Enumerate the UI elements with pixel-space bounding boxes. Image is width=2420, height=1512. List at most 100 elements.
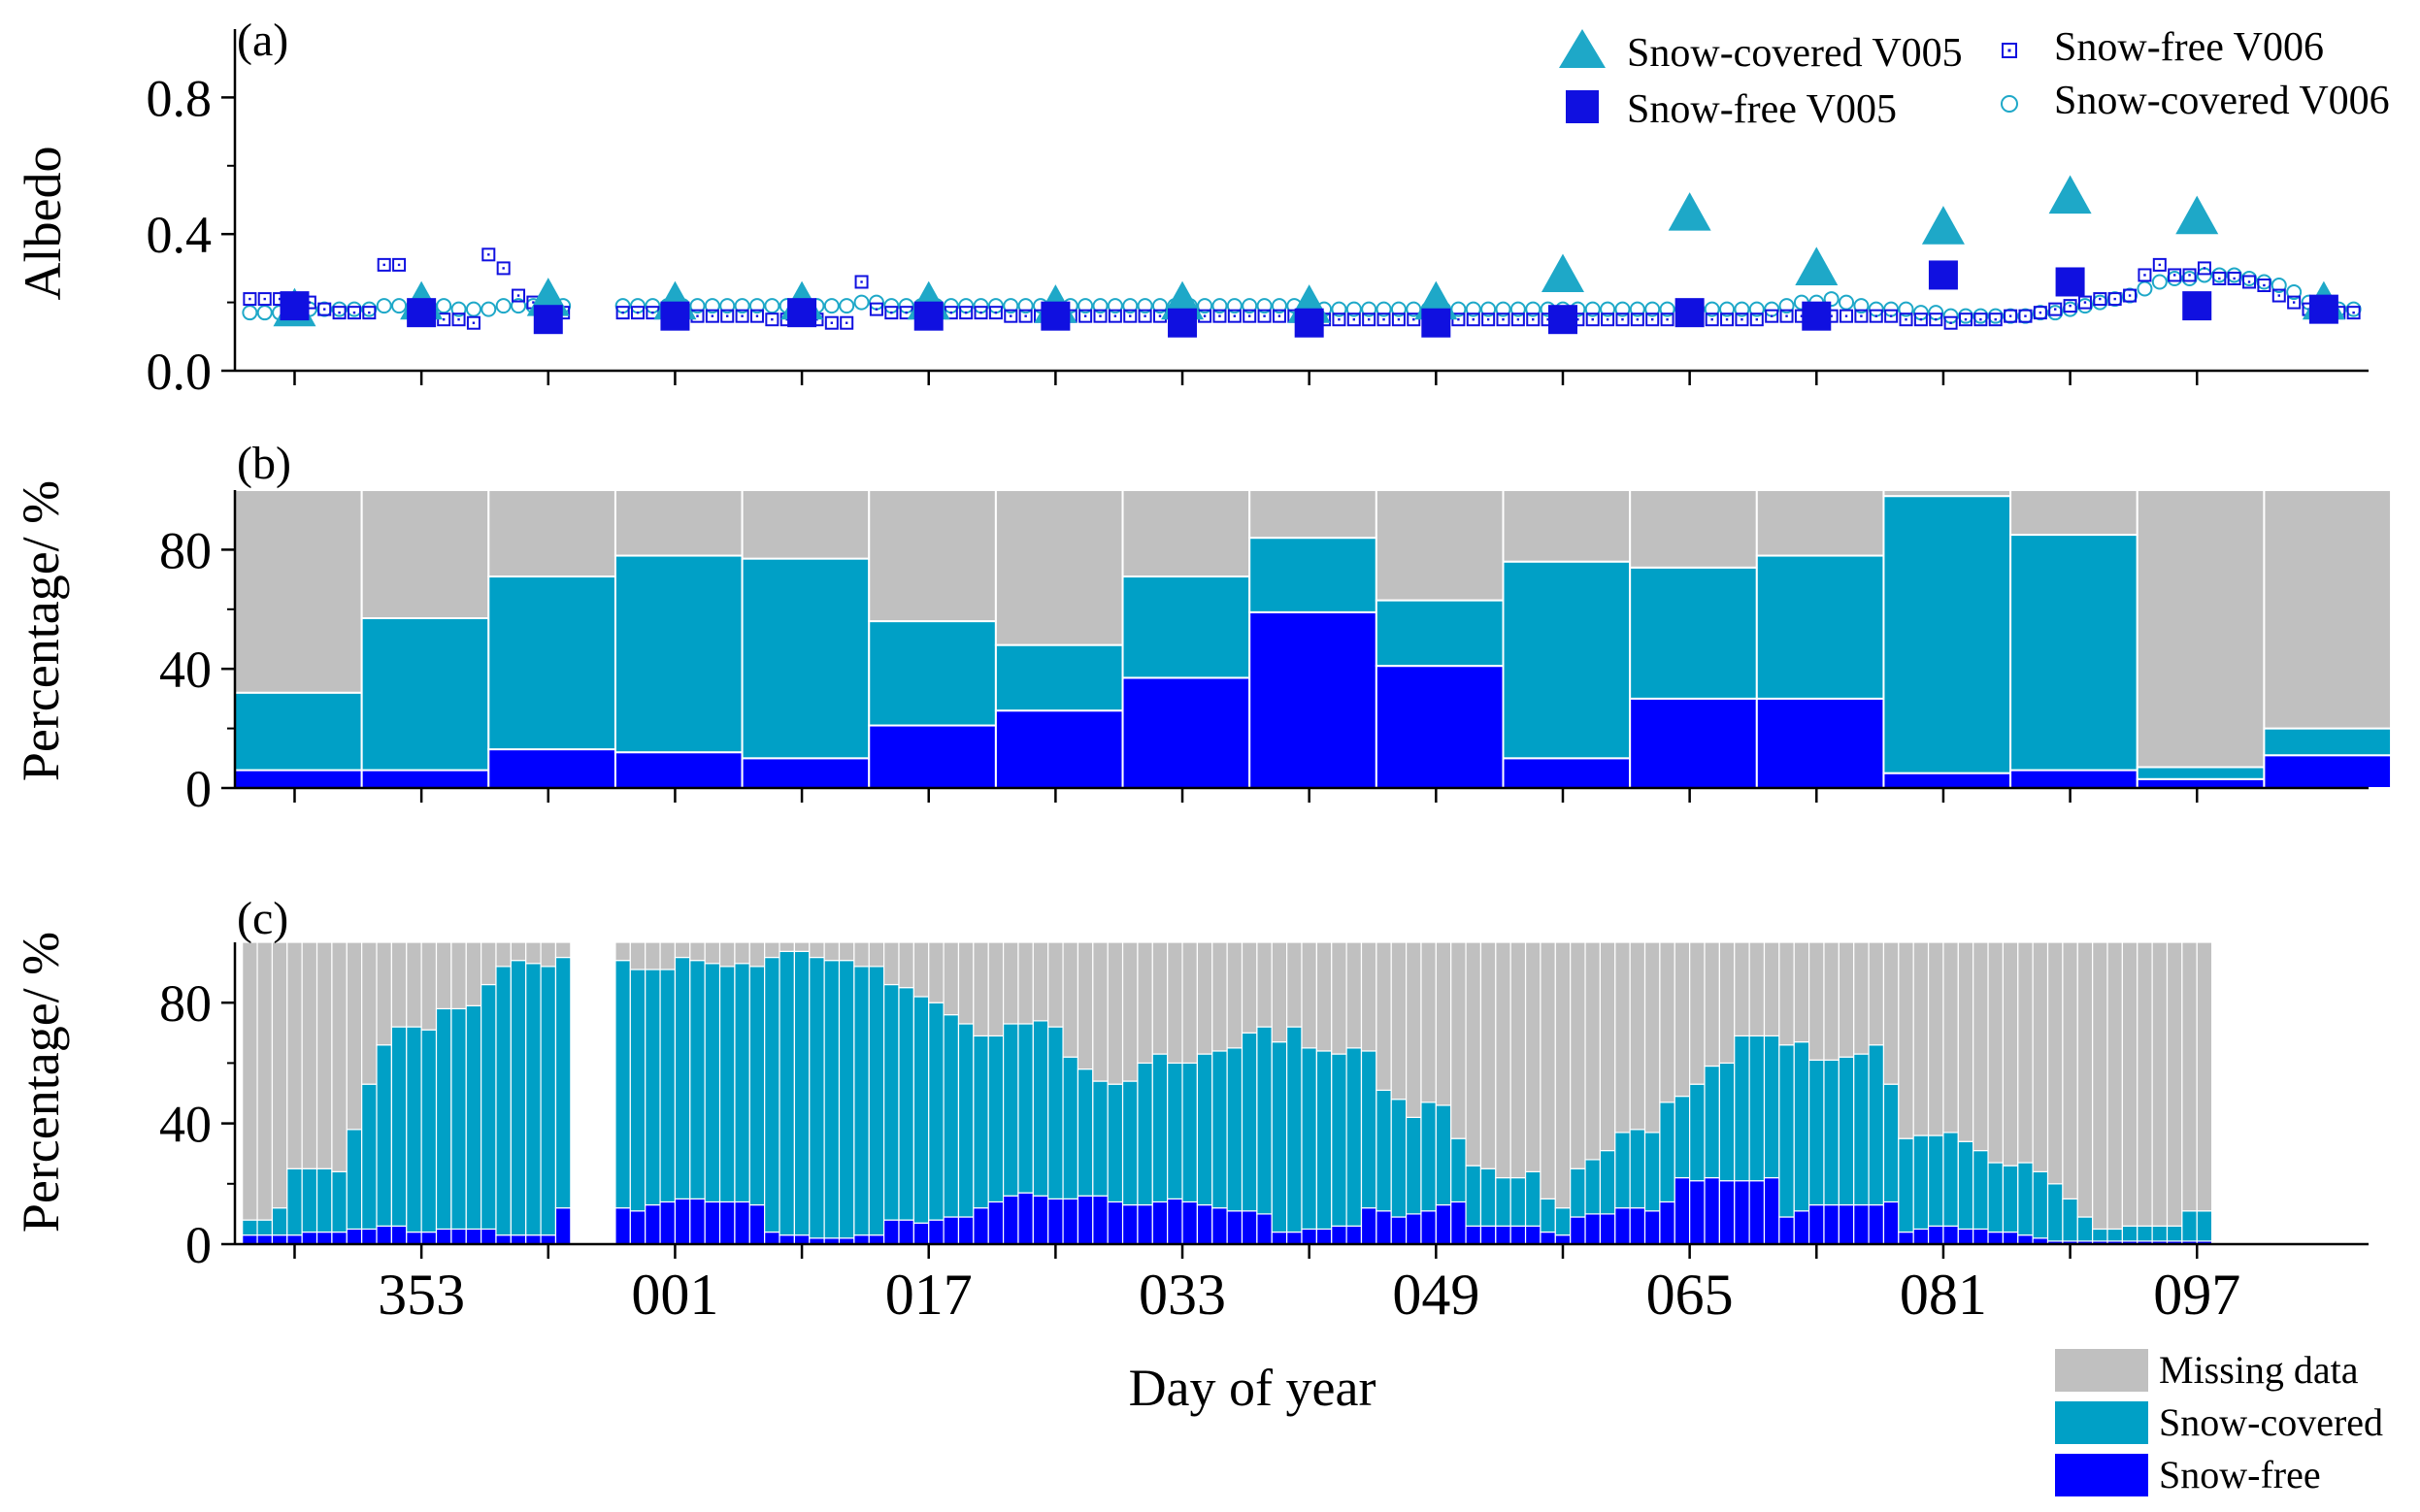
snow-free-v006-point-dot [323, 308, 326, 311]
snow-free-v006-point [749, 309, 764, 323]
bar-daily-snow-covered [242, 1219, 258, 1236]
snow-free-v006-point-dot [1710, 318, 1713, 321]
bar-daily-snow-covered [510, 960, 527, 1236]
bar-daily-missing-data [1211, 941, 1228, 1052]
bar-daily-missing-data [1972, 941, 1989, 1152]
bar-daily-missing-data [1017, 941, 1034, 1025]
bar-daily-missing-data [1256, 941, 1273, 1028]
bar-16day-snow-covered [1629, 566, 1758, 700]
bar-daily-missing-data [2092, 941, 2108, 1231]
bar-daily-missing-data [1689, 941, 1706, 1085]
snow-free-v006-point [1779, 309, 1794, 323]
snow-covered-v006-point [1719, 301, 1736, 317]
bar-daily-missing-data [390, 941, 408, 1028]
legend-label: Snow-free V005 [1627, 87, 1897, 132]
snow-covered-v006-point [1584, 301, 1601, 317]
snow-free-v006-point-outline [2063, 299, 2077, 313]
snow-free-v006-point-outline [2287, 295, 2302, 310]
bar-daily-missing-data [779, 941, 795, 952]
snow-free-v006-point [869, 302, 883, 316]
bar-daily-snow-free [361, 1228, 378, 1245]
snow-free-v006-point-dot [1248, 314, 1251, 317]
snow-free-v006-point-dot [1382, 318, 1385, 321]
bar-daily-snow-covered [361, 1083, 378, 1231]
bar-daily-snow-free [1196, 1203, 1213, 1245]
bar-16day-missing-data [487, 489, 616, 578]
snow-free-v006-point [2018, 309, 2033, 323]
bar-16day-snow-covered [2009, 534, 2138, 772]
bar-daily-snow-covered [1032, 1020, 1049, 1197]
bar-daily-missing-data [1942, 941, 1959, 1134]
bar-daily-snow-covered [1241, 1032, 1258, 1212]
snow-free-v006-point-outline [496, 261, 511, 276]
snow-covered-v006-point [1839, 294, 1855, 311]
snow-free-v006-point [347, 306, 361, 320]
bar-daily-missing-data [1151, 941, 1169, 1055]
bar-daily-snow-free [1748, 1180, 1766, 1245]
snow-free-v006-point-outline [1243, 309, 1257, 323]
albedo-y-tick-label: 0.0 [147, 343, 213, 401]
snow-free-v006-point [1108, 309, 1122, 323]
bar-daily-missing-data [1882, 941, 1900, 1085]
bar-daily-snow-covered [2092, 1228, 2108, 1242]
bar-daily-snow-free [1614, 1207, 1631, 1245]
bar-daily-missing-data [435, 941, 452, 1010]
legend-label: Snow-covered [2159, 1400, 2383, 1444]
percentage-daily-bars [242, 941, 2213, 1245]
snow-covered-v006-point [465, 301, 481, 317]
snow-free-v005-point [1928, 260, 1958, 290]
bar-daily-snow-covered [734, 963, 750, 1203]
snow-free-v006-point [1362, 312, 1376, 327]
bar-daily-snow-free [748, 1203, 766, 1245]
bar-daily-missing-data [1315, 941, 1333, 1052]
snow-free-v006-point-outline [1496, 312, 1510, 327]
bar-daily-snow-covered [1778, 1044, 1795, 1218]
x-tick-label: 017 [885, 1263, 973, 1327]
snow-covered-v006-point [1629, 301, 1645, 317]
snow-free-v006-point-outline [451, 312, 466, 327]
snow-free-v006-point-dot [1472, 318, 1475, 321]
bar-daily-snow-covered [614, 960, 631, 1209]
x-tick-label: 081 [1900, 1263, 1987, 1327]
legend-label: Snow-free [2159, 1453, 2321, 1496]
bar-daily-snow-covered [1002, 1023, 1019, 1197]
snow-free-v006-point [1630, 312, 1644, 327]
bar-daily-snow-free [1584, 1213, 1602, 1245]
snow-free-v006-point [1510, 312, 1525, 327]
snow-free-v006-point-dot [2218, 277, 2221, 280]
bar-daily-missing-data [1077, 941, 1094, 1070]
bar-daily-snow-covered [748, 966, 766, 1206]
snow-covered-v005-point [1921, 206, 1965, 245]
bar-daily-missing-data [1823, 941, 1840, 1061]
snow-covered-v006-point [1331, 301, 1347, 317]
bar-daily-snow-free [1479, 1225, 1497, 1245]
bar-daily-snow-free [1763, 1176, 1780, 1245]
bar-daily-snow-covered [1972, 1149, 1989, 1231]
snow-free-v006-point-dot [890, 311, 893, 314]
snow-free-v006-point-dot [651, 311, 654, 314]
bar-daily-snow-covered [2121, 1225, 2138, 1242]
bar-daily-missing-data [1286, 941, 1303, 1028]
snow-covered-v006-point [764, 298, 780, 314]
bar-daily-snow-free [1509, 1225, 1527, 1245]
bar-daily-snow-covered [1151, 1053, 1169, 1203]
snow-free-v006-point-outline [2227, 271, 2241, 285]
bar-daily-snow-free [1032, 1195, 1049, 1245]
bar-daily-missing-data [1793, 941, 1810, 1043]
bar-daily-snow-free [1674, 1176, 1691, 1245]
snow-free-v006-point-outline [1466, 312, 1480, 327]
bar-daily-snow-covered [2166, 1225, 2183, 1242]
albedo-y-tick-label: 0.4 [147, 206, 213, 264]
bar-daily-snow-covered [1659, 1101, 1675, 1203]
snow-free-v006-point-dot [442, 318, 446, 321]
bar-daily-missing-data [957, 941, 975, 1025]
snow-free-v006-point [451, 312, 466, 327]
bar-daily-snow-covered [315, 1167, 333, 1233]
snow-free-v005-point [280, 291, 310, 321]
snow-free-v006-point-dot [2128, 294, 2132, 297]
snow-free-v006-point-dot [636, 311, 640, 314]
snow-free-v006-point-dot [2054, 308, 2057, 311]
bar-daily-snow-covered [1077, 1068, 1094, 1197]
snow-free-v006-point [1257, 309, 1272, 323]
snow-covered-v006-point [1898, 301, 1914, 317]
